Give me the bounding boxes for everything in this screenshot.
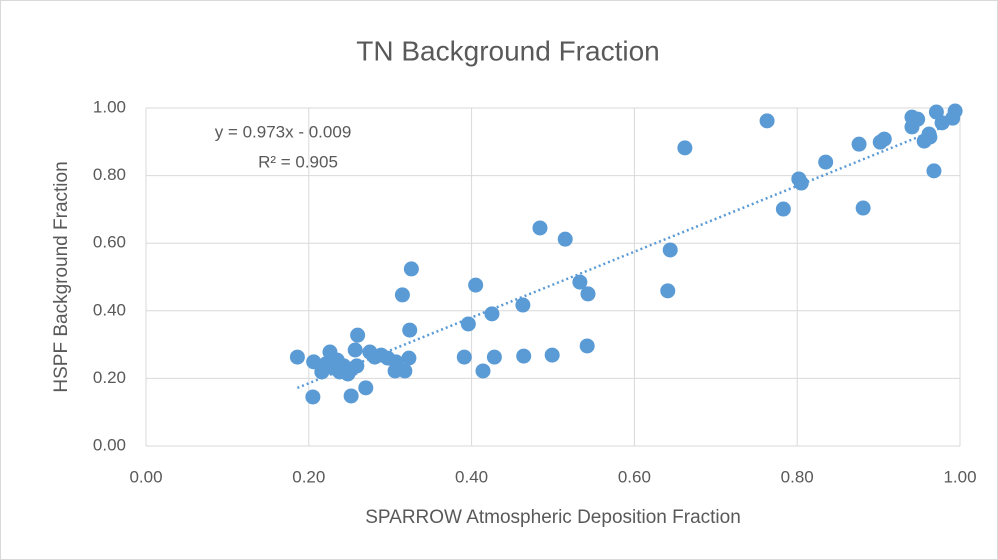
data-point bbox=[775, 201, 791, 217]
x-tick-label: 0.20 bbox=[292, 467, 325, 486]
data-point bbox=[394, 287, 410, 303]
x-tick-label: 0.00 bbox=[129, 467, 162, 486]
y-tick-label: 1.00 bbox=[93, 97, 126, 116]
chart-title: TN Background Fraction bbox=[356, 35, 659, 66]
x-tick-label: 0.60 bbox=[618, 467, 651, 486]
x-tick-label: 1.00 bbox=[943, 467, 976, 486]
data-point bbox=[456, 349, 472, 365]
data-point bbox=[793, 175, 809, 191]
data-point bbox=[818, 154, 834, 170]
annotation: R² = 0.905 bbox=[258, 152, 338, 171]
x-tick-label: 0.40 bbox=[455, 467, 488, 486]
data-point bbox=[347, 342, 363, 358]
data-point bbox=[660, 283, 676, 299]
data-point bbox=[401, 350, 417, 366]
data-point bbox=[475, 363, 491, 379]
y-tick-label: 0.60 bbox=[93, 233, 126, 252]
data-point bbox=[677, 140, 693, 156]
data-point bbox=[544, 347, 560, 363]
data-point bbox=[516, 348, 532, 364]
data-point bbox=[947, 103, 963, 119]
data-point bbox=[343, 388, 359, 404]
data-point bbox=[855, 200, 871, 216]
data-point bbox=[349, 358, 365, 374]
data-point bbox=[922, 129, 938, 145]
data-point bbox=[557, 231, 573, 247]
data-point bbox=[851, 136, 867, 152]
x-axis-label: SPARROW Atmospheric Deposition Fraction bbox=[365, 507, 741, 528]
data-point bbox=[350, 327, 366, 343]
y-tick-label: 0.00 bbox=[93, 435, 126, 454]
data-point bbox=[759, 113, 775, 129]
y-tick-label: 0.80 bbox=[93, 165, 126, 184]
data-point bbox=[876, 131, 892, 147]
data-point bbox=[484, 306, 500, 322]
data-point bbox=[306, 354, 322, 370]
data-point bbox=[486, 349, 502, 365]
y-tick-label: 0.20 bbox=[93, 368, 126, 387]
data-point bbox=[926, 163, 942, 179]
data-point bbox=[305, 389, 321, 405]
y-axis-label: HSPF Background Fraction bbox=[51, 161, 72, 392]
data-point bbox=[532, 220, 548, 236]
data-point bbox=[289, 349, 305, 365]
data-point bbox=[662, 242, 678, 258]
data-point bbox=[515, 297, 531, 313]
data-point bbox=[402, 322, 418, 338]
data-point bbox=[358, 380, 374, 396]
data-point bbox=[572, 274, 588, 290]
data-point bbox=[468, 277, 484, 293]
annotation: y = 0.973x - 0.009 bbox=[215, 122, 352, 141]
data-point bbox=[403, 261, 419, 277]
data-point bbox=[580, 286, 596, 302]
data-point bbox=[460, 316, 476, 332]
x-tick-label: 0.80 bbox=[781, 467, 814, 486]
data-point bbox=[579, 338, 595, 354]
data-point bbox=[910, 111, 926, 127]
trendline bbox=[296, 120, 956, 390]
data-point bbox=[397, 363, 413, 379]
y-tick-label: 0.40 bbox=[93, 300, 126, 319]
